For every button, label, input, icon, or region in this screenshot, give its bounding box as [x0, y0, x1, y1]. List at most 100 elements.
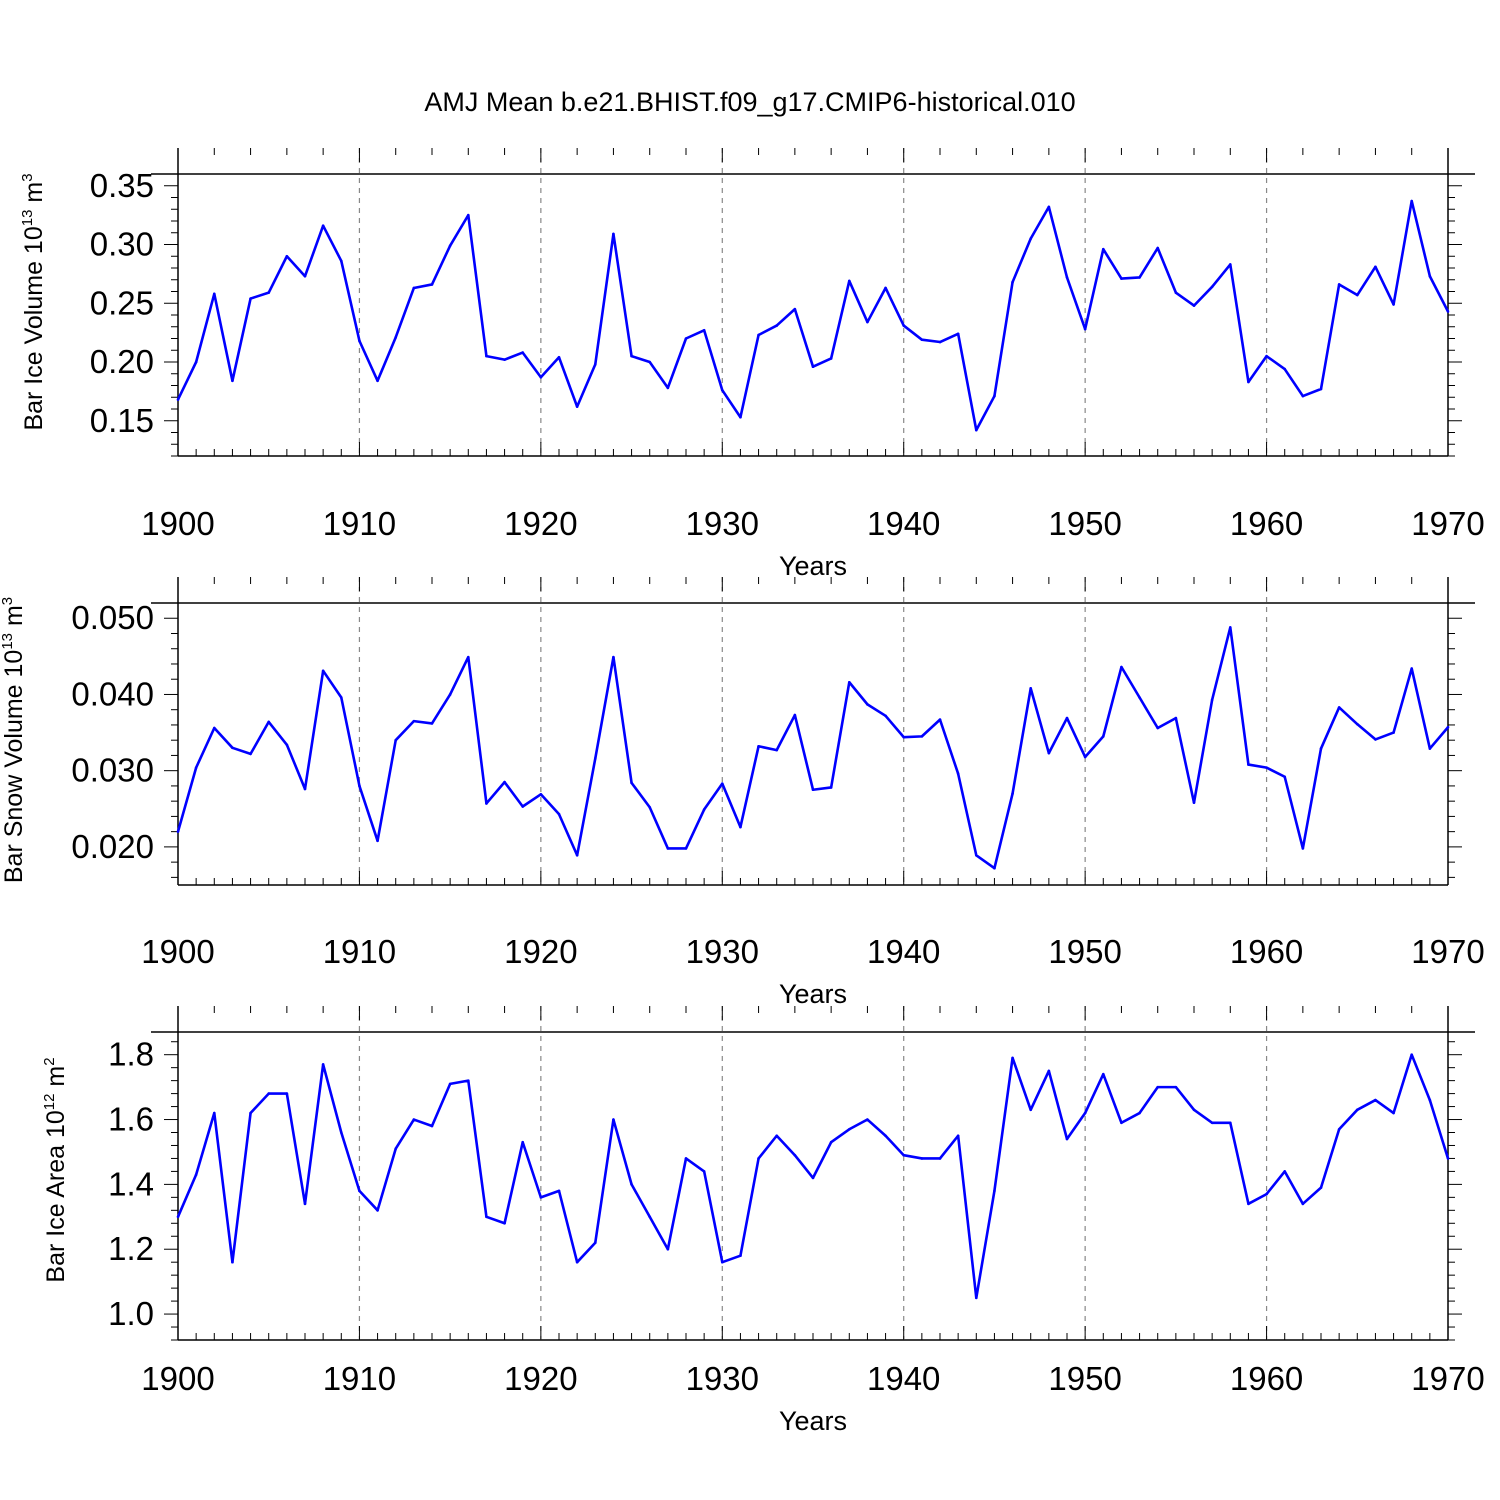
x-tick-label: 1950 — [1048, 1360, 1121, 1397]
x-tick-label: 1920 — [504, 505, 577, 542]
data-point-1956 — [1192, 801, 1196, 804]
data-point-1930 — [720, 388, 724, 392]
data-point-1931 — [739, 415, 742, 419]
data-point-1968 — [1410, 199, 1414, 203]
data-point-1941 — [920, 735, 924, 738]
data-point-1954 — [1156, 246, 1160, 250]
data-point-1909 — [339, 696, 343, 699]
data-point-1956 — [1192, 1108, 1196, 1112]
data-point-1926 — [648, 360, 652, 364]
data-point-1900 — [176, 1215, 180, 1219]
y-tick-label: 0.050 — [71, 599, 154, 636]
data-point-1945 — [993, 1189, 996, 1193]
data-point-1921 — [557, 812, 561, 816]
data-point-1926 — [648, 805, 652, 809]
data-point-1956 — [1192, 304, 1196, 307]
data-point-1960 — [1265, 1192, 1268, 1196]
data-point-1932 — [757, 333, 760, 337]
data-point-1924 — [612, 232, 615, 236]
data-point-1940 — [902, 324, 906, 327]
data-point-1921 — [557, 356, 561, 359]
data-point-1937 — [847, 680, 851, 684]
data-point-1901 — [194, 360, 198, 364]
data-point-1913 — [412, 719, 416, 723]
data-point-1950 — [1083, 327, 1087, 331]
data-point-1946 — [1011, 280, 1014, 284]
data-point-1966 — [1374, 1098, 1377, 1102]
data-point-1952 — [1120, 665, 1123, 669]
data-point-1917 — [485, 802, 488, 805]
x-tick-label: 1970 — [1411, 1360, 1484, 1397]
data-point-1935 — [811, 788, 815, 792]
data-point-1945 — [993, 866, 996, 870]
data-point-1965 — [1355, 1108, 1359, 1112]
data-point-1915 — [448, 1082, 452, 1086]
x-axis-label: Years — [779, 1406, 847, 1436]
x-tick-label: 1910 — [323, 505, 396, 542]
data-point-1931 — [739, 1254, 742, 1258]
data-point-1912 — [394, 336, 398, 339]
data-point-1931 — [739, 825, 742, 829]
data-point-1923 — [593, 757, 597, 760]
data-point-1955 — [1174, 1085, 1178, 1089]
series-line — [176, 199, 1450, 432]
data-point-1904 — [249, 752, 252, 756]
data-point-1925 — [630, 781, 633, 785]
x-tick-label: 1970 — [1411, 505, 1484, 542]
series-line — [176, 1053, 1450, 1300]
data-point-1965 — [1355, 722, 1359, 726]
data-point-1911 — [376, 839, 379, 843]
data-point-1948 — [1047, 205, 1051, 209]
data-point-1940 — [902, 735, 906, 739]
data-point-1951 — [1101, 247, 1105, 251]
data-point-1921 — [557, 1189, 561, 1193]
data-point-1963 — [1319, 1186, 1323, 1189]
data-point-1961 — [1283, 1170, 1287, 1173]
data-point-1907 — [303, 274, 307, 278]
y-tick-label: 0.30 — [90, 226, 154, 263]
data-point-1943 — [956, 1134, 960, 1138]
data-point-1944 — [974, 428, 978, 432]
data-point-1938 — [866, 703, 869, 706]
data-point-1955 — [1174, 716, 1178, 720]
panel-3: 1.0 1.2 1.4 1.6 1.8 1900 1910 1920 1930 1940 1950 1… — [41, 1006, 1485, 1436]
y-tick-label: 1.2 — [108, 1230, 154, 1267]
data-point-1912 — [394, 1147, 398, 1151]
x-tick-label: 1960 — [1230, 505, 1303, 542]
data-point-1924 — [612, 655, 615, 659]
series-line — [176, 626, 1449, 870]
figure-title: AMJ Mean b.e21.BHIST.f09_g17.CMIP6-histo… — [424, 87, 1075, 117]
data-point-1964 — [1337, 706, 1341, 709]
data-point-1929 — [702, 808, 706, 811]
data-point-1970 — [1446, 1157, 1450, 1160]
data-point-1912 — [394, 738, 398, 742]
data-point-1923 — [593, 363, 597, 366]
data-point-1968 — [1410, 667, 1414, 670]
data-point-1916 — [466, 213, 470, 217]
data-point-1906 — [285, 254, 289, 258]
data-point-1941 — [920, 1157, 924, 1160]
x-tick-label: 1940 — [867, 1360, 940, 1397]
data-point-1933 — [775, 748, 779, 752]
data-point-1911 — [376, 379, 379, 383]
data-point-1908 — [321, 1063, 325, 1066]
data-point-1916 — [466, 655, 470, 659]
data-point-1917 — [485, 1215, 488, 1219]
data-point-1944 — [974, 1296, 978, 1300]
data-point-1957 — [1210, 285, 1214, 289]
data-point-1962 — [1301, 1202, 1305, 1206]
data-point-1954 — [1156, 1085, 1160, 1089]
data-point-1944 — [974, 853, 978, 857]
data-point-1926 — [648, 1215, 652, 1219]
data-point-1968 — [1410, 1053, 1414, 1056]
data-point-1902 — [212, 292, 216, 296]
data-point-1959 — [1247, 763, 1250, 766]
data-point-1910 — [358, 339, 361, 343]
data-point-1930 — [720, 1260, 724, 1264]
data-point-1948 — [1047, 751, 1051, 755]
data-point-1910 — [358, 1189, 361, 1193]
x-axis-label: Years — [779, 551, 847, 581]
data-point-1905 — [267, 291, 271, 294]
data-point-1927 — [666, 847, 670, 850]
x-tick-label: 1950 — [1048, 933, 1121, 970]
